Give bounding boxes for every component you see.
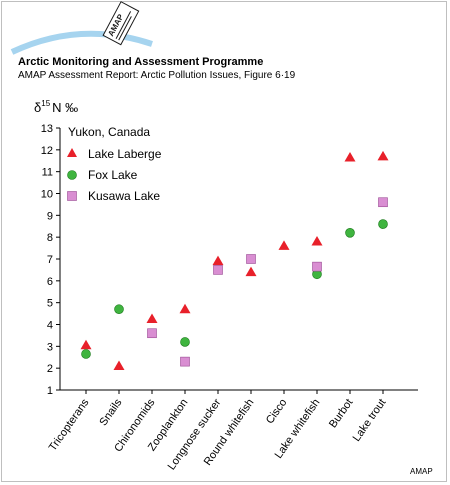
legend-label-fox-lake: Fox Lake <box>88 168 138 182</box>
data-point-kusawa-lake <box>312 261 322 272</box>
y-tick-label: 11 <box>42 167 53 179</box>
legend-marker-fox-lake <box>67 170 77 180</box>
x-tick-label: Snails <box>97 396 124 428</box>
data-point-lake-laberge <box>245 266 257 277</box>
data-point-fox-lake <box>81 349 91 359</box>
amap-logo: AMAP <box>10 1 153 55</box>
data-point-lake-laberge <box>212 255 224 266</box>
legend-label-lake-laberge: Lake Laberge <box>88 147 162 161</box>
y-tick-label: 3 <box>47 341 53 353</box>
data-points <box>80 150 389 370</box>
data-point-kusawa-lake <box>246 254 256 264</box>
y-tick-label: 9 <box>47 210 53 222</box>
y-axis-label: δ15 N ‰ <box>34 99 78 115</box>
data-point-fox-lake <box>114 304 124 315</box>
y-tick-label: 1 <box>47 385 53 397</box>
y-tick-label: 12 <box>41 145 53 157</box>
report-subtitle: AMAP Assessment Report: Arctic Pollution… <box>18 70 296 81</box>
data-point-kusawa-lake <box>378 197 388 208</box>
y-tick-label: 5 <box>47 298 53 310</box>
data-point-fox-lake <box>345 228 355 238</box>
y-tick-label: 2 <box>47 363 53 375</box>
data-point-fox-lake <box>378 219 388 229</box>
logo-arc <box>10 30 153 55</box>
data-point-lake-laberge <box>377 150 389 161</box>
y-tick-label: 7 <box>47 254 53 266</box>
x-ticks: Tricopterans SnailsChironomidsZooplankton… <box>47 390 389 472</box>
x-tick-label: Burbot <box>327 397 355 430</box>
data-point-lake-laberge <box>80 339 92 350</box>
data-point-lake-laberge <box>311 236 323 246</box>
y-tick-label: 10 <box>41 189 53 201</box>
org-title: Arctic Monitoring and Assessment Program… <box>18 56 263 68</box>
legend-label-kusawa-lake: Kusawa Lake <box>88 189 160 203</box>
x-tick-label: Lake trout <box>351 397 389 444</box>
x-tick-label: Cisco <box>264 397 290 426</box>
data-point-lake-laberge <box>278 240 290 250</box>
y-tick-label: 6 <box>47 276 53 288</box>
data-point-kusawa-lake <box>147 328 157 339</box>
y-tick-label: 13 <box>41 123 53 135</box>
legend-marker-lake-laberge <box>67 148 77 157</box>
data-point-lake-laberge <box>146 313 158 324</box>
y-tick-label: 8 <box>47 232 53 244</box>
data-point-lake-laberge <box>179 303 191 314</box>
x-tick-label: Tricopterans <box>47 396 92 453</box>
data-point-lake-laberge <box>344 151 356 162</box>
legend-marker-kusawa-lake <box>67 191 77 201</box>
legend: Yukon, Canada Lake Laberge Fox Lake Kusa… <box>67 125 162 203</box>
data-point-kusawa-lake <box>213 265 223 275</box>
legend-title: Yukon, Canada <box>68 125 150 139</box>
data-point-fox-lake <box>180 337 190 347</box>
y-tick-label: 4 <box>47 320 53 332</box>
footer-credit: AMAP <box>410 467 433 476</box>
data-point-lake-laberge <box>113 360 125 370</box>
data-point-kusawa-lake <box>180 356 190 367</box>
